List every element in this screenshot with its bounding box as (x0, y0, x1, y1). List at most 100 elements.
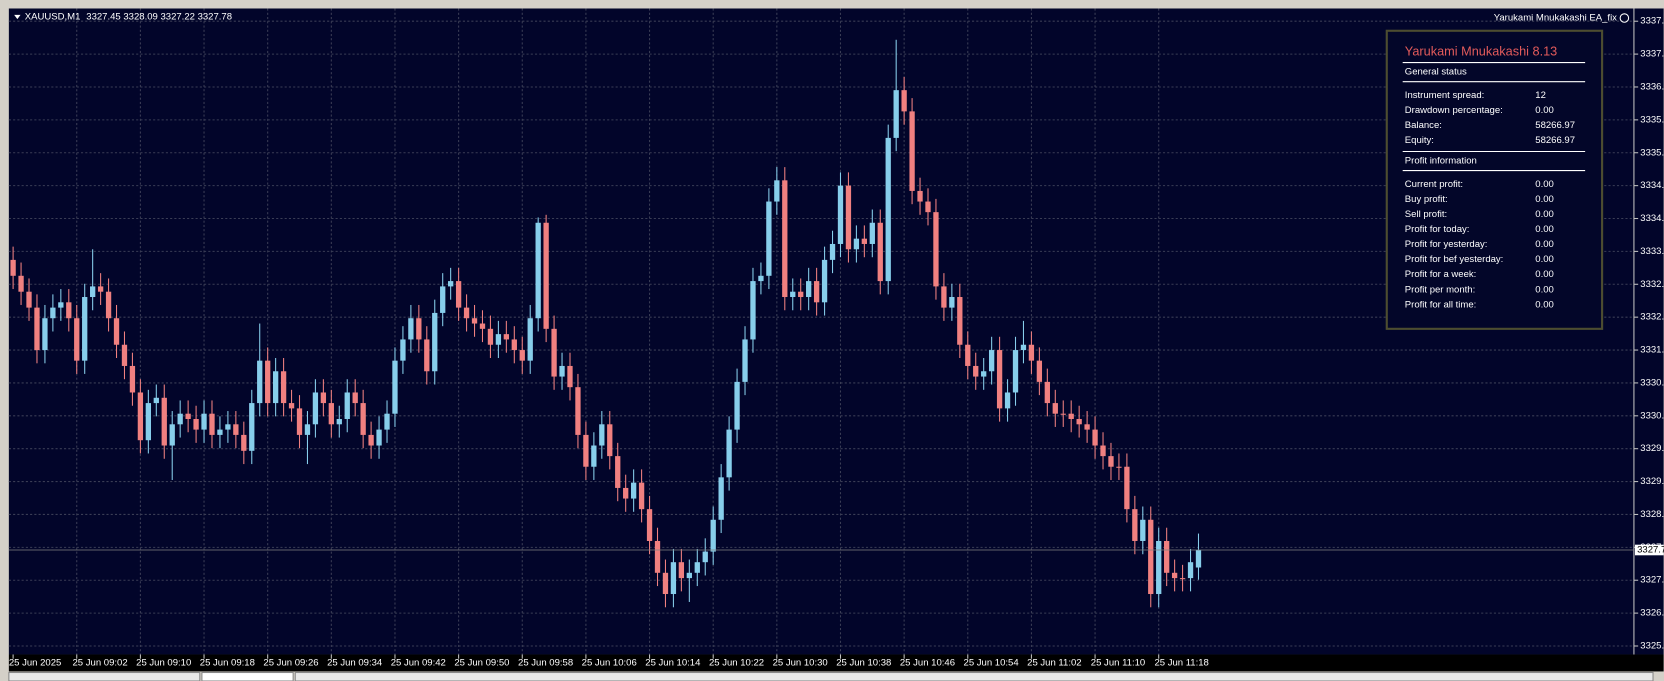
axes: 3337.75 3337.13 3336.51 3335.89 3335.27 3334.… (9, 16, 1664, 669)
row-label: Profit for yesterday: (1405, 239, 1488, 250)
candle-body (949, 297, 955, 308)
candle-body (495, 334, 502, 345)
row-label: Current profit: (1405, 179, 1463, 190)
row-label: Buy profit: (1405, 194, 1448, 205)
candle-body (1052, 403, 1058, 414)
price-label-box (1634, 544, 1664, 556)
row-value: 0.00 (1535, 299, 1554, 310)
candle-body (113, 318, 120, 345)
candle-body (272, 371, 279, 404)
candle-body (734, 381, 740, 430)
candle-body (965, 344, 971, 366)
candle-body (654, 540, 661, 573)
candle-body (1148, 519, 1154, 595)
x-tick-label: 25 Jun 10:38 (836, 657, 891, 668)
y-tick-label: 3333.41 (1640, 246, 1664, 257)
candle-body (1020, 344, 1027, 351)
candle-body (925, 201, 931, 213)
candle-body (758, 275, 764, 282)
candle-body (376, 429, 382, 446)
x-tick-label: 25 Jun 09:18 (200, 657, 255, 668)
candle-body (10, 259, 16, 276)
candle-body (18, 275, 24, 292)
candle-body (503, 334, 510, 340)
candle-body (145, 403, 151, 441)
candle-body (535, 222, 541, 319)
row-label: Balance: (1405, 120, 1442, 131)
candle-body (845, 185, 852, 250)
row-label: Profit for all time: (1405, 299, 1477, 310)
candle-body (973, 365, 979, 377)
row-value: 0.00 (1535, 209, 1554, 220)
candle-body (432, 312, 438, 372)
candle-body (479, 323, 486, 329)
row-value: 12 (1535, 90, 1546, 101)
candle-body (551, 328, 557, 377)
candle-body (1108, 456, 1114, 467)
candle-body (1164, 540, 1170, 573)
y-tick-label: 3330.93 (1640, 377, 1664, 388)
candle-body (161, 397, 167, 446)
time-axis (8, 654, 1664, 672)
candles (10, 39, 1202, 608)
ohlc-quote: 3327.45 3328.09 3327.22 3327.78 (86, 11, 232, 22)
candle-body (1140, 519, 1146, 541)
candle-body (591, 445, 597, 467)
candle-body (304, 424, 311, 435)
candle-body (105, 291, 112, 319)
candle-body (543, 222, 549, 329)
y-tick-label: 3325.97 (1640, 641, 1664, 652)
candle-body (917, 190, 923, 202)
candle-body (368, 434, 374, 446)
candle-body (583, 434, 589, 467)
x-tick-label: 25 Jun 09:42 (391, 657, 446, 668)
candle-body (463, 307, 470, 319)
menu-arrow[interactable] (14, 14, 21, 20)
candle-body (1171, 572, 1178, 579)
x-tick-label: 25 Jun 09:50 (454, 657, 509, 668)
y-tick-label: 3336.51 (1640, 81, 1664, 92)
candle-body (646, 509, 653, 541)
candle-body (1092, 429, 1098, 446)
candle-body (559, 365, 565, 377)
row-label: Drawdown percentage: (1405, 105, 1503, 116)
candle-body (1116, 466, 1122, 468)
candle-body (511, 339, 517, 351)
row-label: Sell profit: (1405, 209, 1447, 220)
x-tick-label: 25 Jun 11:02 (1027, 657, 1081, 668)
candle-body (941, 286, 947, 308)
candle-body (869, 222, 875, 244)
candle-body (1044, 381, 1050, 404)
candle-body (217, 429, 223, 435)
tab[interactable] (201, 671, 294, 681)
candle-body (774, 180, 780, 202)
candle-body (957, 297, 963, 345)
candle-body (448, 281, 454, 287)
candle-body (1187, 562, 1194, 579)
candle-body (710, 519, 716, 552)
candle-body (471, 318, 478, 324)
row-label: Profit for a week: (1405, 269, 1477, 280)
y-tick-label: 3329.69 (1640, 443, 1664, 454)
candle-body (280, 371, 287, 404)
candle-body (877, 222, 883, 282)
ea-name: Yarukami Mnukakashi EA_fix (1494, 13, 1617, 24)
candle-body (726, 429, 732, 478)
candle-body (933, 212, 939, 287)
candle-body (1060, 413, 1066, 415)
row-value: 0.00 (1535, 284, 1554, 295)
candle-body (384, 413, 390, 430)
row-value: 58266.97 (1535, 135, 1575, 146)
candle-body (1100, 445, 1106, 457)
candle-body (806, 281, 812, 298)
candle-body (837, 185, 844, 244)
tab[interactable] (8, 671, 201, 681)
ea-smiley[interactable] (1619, 13, 1630, 23)
y-tick-label: 3332.79 (1640, 279, 1664, 290)
candle-body (1068, 413, 1074, 419)
y-tick-label: 3331.55 (1640, 345, 1664, 356)
candle-body (328, 403, 334, 425)
scrollbar[interactable] (294, 671, 1654, 681)
